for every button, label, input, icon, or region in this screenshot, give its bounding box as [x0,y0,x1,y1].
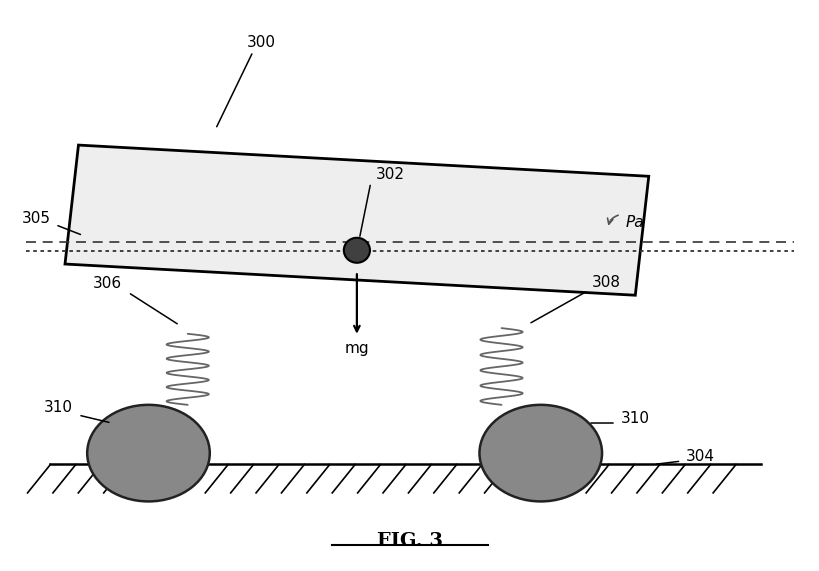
Text: 302: 302 [375,167,405,182]
Text: 306: 306 [93,276,122,291]
Text: mg: mg [344,340,369,356]
Text: Pa: Pa [625,215,644,230]
Ellipse shape [87,405,210,501]
Ellipse shape [343,238,369,263]
Text: 300: 300 [247,35,275,50]
Text: FIG. 3: FIG. 3 [377,532,442,550]
Ellipse shape [479,405,601,501]
Text: 304: 304 [686,448,714,464]
Text: 310: 310 [620,411,649,426]
Text: 308: 308 [590,275,620,289]
Text: 310: 310 [44,400,73,415]
Text: 305: 305 [21,211,50,226]
Polygon shape [65,145,648,295]
